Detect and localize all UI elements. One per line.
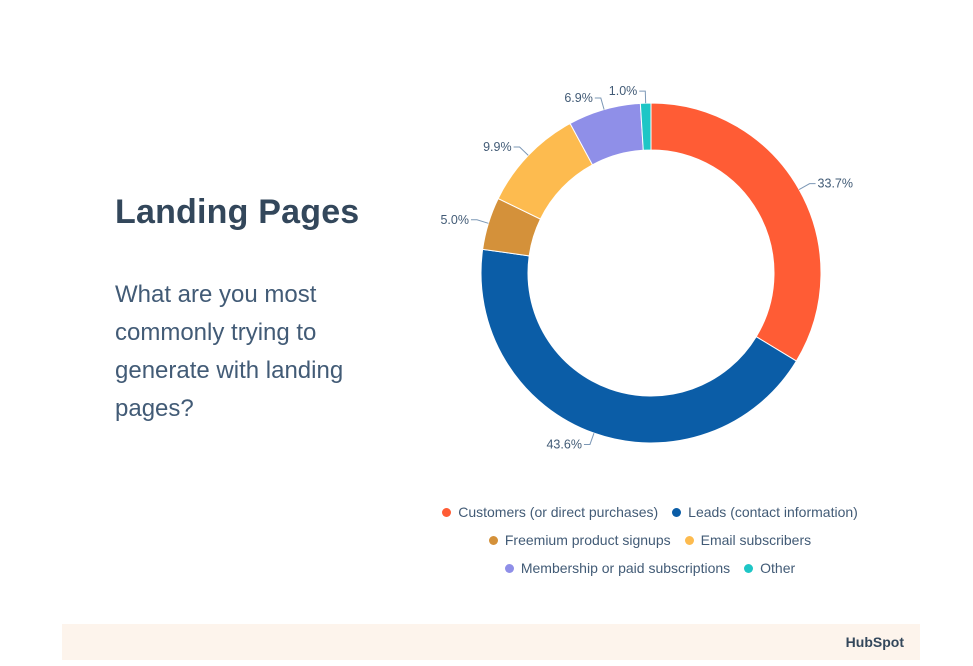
legend-label: Customers (or direct purchases) <box>458 504 659 520</box>
legend-label: Other <box>760 560 796 576</box>
slice-value-label: 5.0% <box>440 213 469 227</box>
legend-swatch <box>684 535 694 545</box>
legend-label: Email subscribers <box>700 532 812 548</box>
legend-swatch <box>442 507 452 517</box>
donut-slice <box>639 102 652 151</box>
legend-row: Membership or paid subscriptions Other <box>380 554 920 582</box>
slice-value-label: 9.9% <box>483 140 512 154</box>
legend-swatch <box>488 535 498 545</box>
legend-label: Membership or paid subscriptions <box>520 560 731 576</box>
slice-value-label: 43.6% <box>546 437 581 451</box>
footer-bar: HubSpot <box>62 624 920 660</box>
chart-legend: Customers (or direct purchases) Leads (c… <box>380 498 920 582</box>
donut-slice <box>650 102 822 362</box>
slice-leader-line <box>639 90 647 104</box>
slice-value-label: 1.0% <box>609 84 638 98</box>
slice-leader-line <box>513 146 529 156</box>
donut-chart: 33.7% 43.6% 5.0% 9.9% 6.9% 1.0% <box>440 84 853 451</box>
legend-label: Freemium product signups <box>504 532 671 548</box>
slice-leader-line <box>798 183 816 190</box>
slice-leader-line <box>470 219 489 224</box>
slice-leader-line <box>583 432 595 445</box>
legend-swatch <box>744 563 754 573</box>
legend-item: Customers (or direct purchases) <box>442 504 658 520</box>
legend-item: Email subscribers <box>684 532 812 548</box>
hubspot-logo: HubSpot <box>845 634 904 650</box>
legend-item: Membership or paid subscriptions <box>504 560 731 576</box>
legend-item: Leads (contact information) <box>672 504 858 520</box>
slice-leader-line <box>594 97 605 110</box>
legend-swatch <box>672 507 682 517</box>
donut-slice <box>480 248 798 444</box>
slice-value-label: 6.9% <box>564 91 593 105</box>
legend-row: Customers (or direct purchases) Leads (c… <box>380 498 920 526</box>
legend-row: Freemium product signups Email subscribe… <box>380 526 920 554</box>
legend-swatch <box>504 563 514 573</box>
slide-title: Landing Pages <box>115 193 360 231</box>
legend-label: Leads (contact information) <box>688 504 858 520</box>
legend-item: Other <box>744 560 795 576</box>
legend-item: Freemium product signups <box>488 532 671 548</box>
slide-question: What are you most commonly trying to gen… <box>115 281 344 422</box>
slice-value-label: 33.7% <box>818 177 853 191</box>
